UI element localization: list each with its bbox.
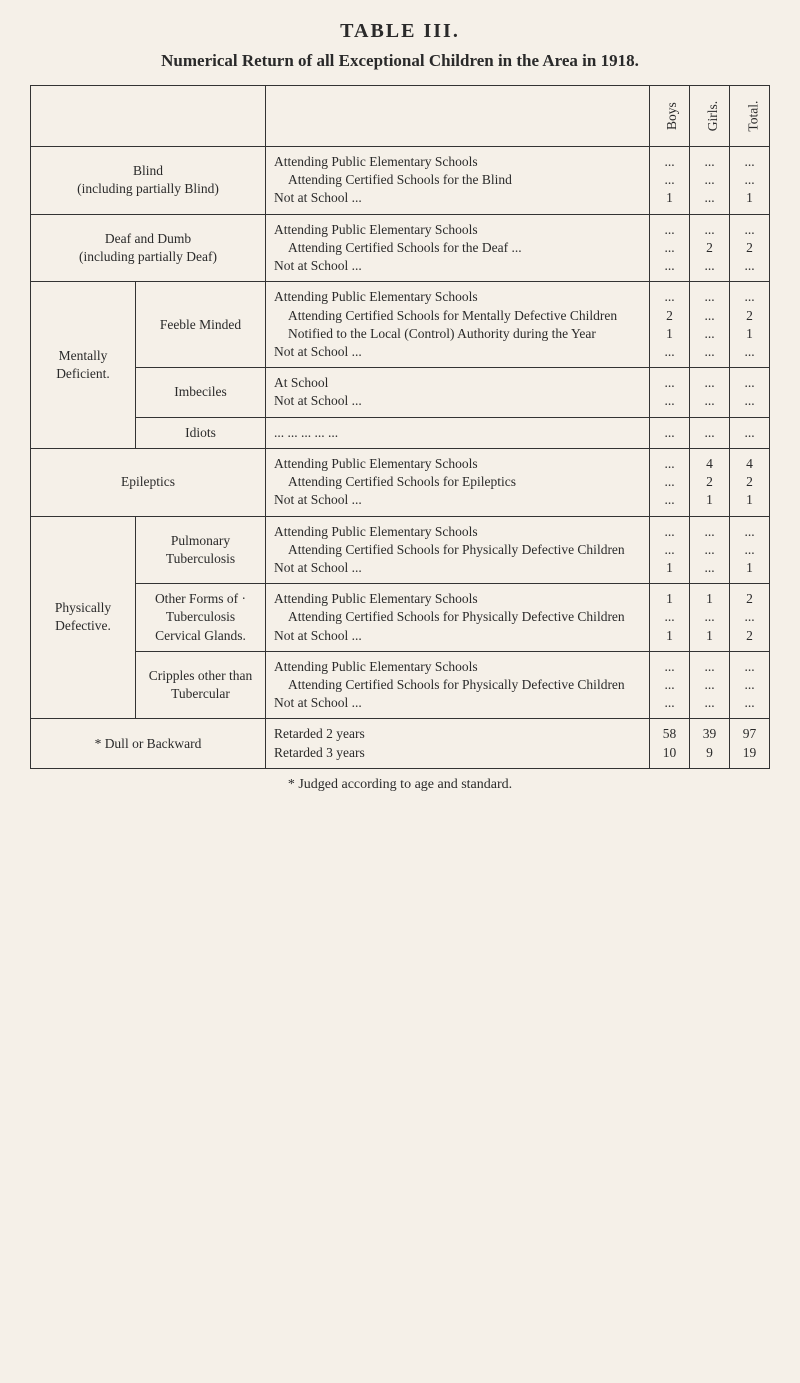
cell-girls: ...2... [690, 214, 730, 282]
row-other-tb: Other Forms of · Tuberculosis Cervical G… [31, 584, 770, 652]
col-header-boys: Boys [650, 86, 690, 147]
cell-boys: 5810 [650, 719, 690, 768]
cell-total: 421 [730, 448, 770, 516]
table-subtitle: Numerical Return of all Exceptional Chil… [30, 51, 770, 71]
desc-other-tb: Attending Public Elementary Schools Atte… [266, 584, 650, 652]
row-idiots: Idiots ... ... ... ... ... ... ... ... [31, 417, 770, 448]
row-epileptics: Epileptics Attending Public Elementary S… [31, 448, 770, 516]
cat-mentally-main: Mentally Deficient. [31, 282, 136, 449]
cell-total: 9719 [730, 719, 770, 768]
cell-boys: ...21... [650, 282, 690, 368]
cell-total: ......1 [730, 516, 770, 584]
cell-total: ...21... [730, 282, 770, 368]
cell-girls: ...... [690, 368, 730, 417]
cell-boys: ......... [650, 448, 690, 516]
row-dull: * Dull or Backward Retarded 2 years Reta… [31, 719, 770, 768]
cat-pulmonary: Pulmonary Tuberculosis [136, 516, 266, 584]
desc-dull: Retarded 2 years Retarded 3 years [266, 719, 650, 768]
row-pulmonary: Physically Defective. Pulmonary Tubercul… [31, 516, 770, 584]
cell-total: 2...2 [730, 584, 770, 652]
cat-epileptics: Epileptics [31, 448, 266, 516]
cat-dull: * Dull or Backward [31, 719, 266, 768]
cat-cripples: Cripples other than Tubercular [136, 651, 266, 719]
col-header-total: Total. [730, 86, 770, 147]
cell-boys: ......... [650, 214, 690, 282]
desc-feeble: Attending Public Elementary Schools Atte… [266, 282, 650, 368]
cell-total: ...2... [730, 214, 770, 282]
cell-girls: ......... [690, 516, 730, 584]
cat-deaf: Deaf and Dumb (including partially Deaf) [31, 214, 266, 282]
desc-idiots: ... ... ... ... ... [266, 417, 650, 448]
row-feeble-minded: Mentally Deficient. Feeble Minded Attend… [31, 282, 770, 368]
cell-total: ... ... 1 [730, 147, 770, 215]
row-deaf: Deaf and Dumb (including partially Deaf)… [31, 214, 770, 282]
row-imbeciles: Imbeciles At School Not at School ... ..… [31, 368, 770, 417]
cell-boys: ... ... 1 [650, 147, 690, 215]
cell-girls: 421 [690, 448, 730, 516]
cat-feeble: Feeble Minded [136, 282, 266, 368]
desc-blind: Attending Public Elementary Schools Atte… [266, 147, 650, 215]
footnote: * Judged according to age and standard. [30, 777, 770, 793]
cat-imbeciles: Imbeciles [136, 368, 266, 417]
data-table: Boys Girls. Total. Blind (including part… [30, 85, 770, 769]
col-header-girls: Girls. [690, 86, 730, 147]
cell-girls: 1...1 [690, 584, 730, 652]
desc-deaf: Attending Public Elementary Schools Atte… [266, 214, 650, 282]
cat-physically-main: Physically Defective. [31, 516, 136, 719]
desc-pulmonary: Attending Public Elementary Schools Atte… [266, 516, 650, 584]
desc-imbeciles: At School Not at School ... [266, 368, 650, 417]
cat-blind: Blind (including partially Blind) [31, 147, 266, 215]
cell-girls: ......... [690, 651, 730, 719]
cat-other-tb: Other Forms of · Tuberculosis Cervical G… [136, 584, 266, 652]
desc-epileptics: Attending Public Elementary Schools Atte… [266, 448, 650, 516]
cat-idiots: Idiots [136, 417, 266, 448]
row-cripples: Cripples other than Tubercular Attending… [31, 651, 770, 719]
cell-total: ... [730, 417, 770, 448]
table-title: TABLE III. [30, 20, 770, 43]
cell-boys: ......1 [650, 516, 690, 584]
cell-boys: ......... [650, 651, 690, 719]
table-header-row: Boys Girls. Total. [31, 86, 770, 147]
cell-total: ......... [730, 651, 770, 719]
cell-girls: ... [690, 417, 730, 448]
cell-total: ...... [730, 368, 770, 417]
cell-boys: 1...1 [650, 584, 690, 652]
cell-boys: ... [650, 417, 690, 448]
cell-boys: ...... [650, 368, 690, 417]
cell-girls: ............ [690, 282, 730, 368]
desc-cripples: Attending Public Elementary Schools Atte… [266, 651, 650, 719]
cell-girls: ... ... ... [690, 147, 730, 215]
cell-girls: 399 [690, 719, 730, 768]
row-blind: Blind (including partially Blind) Attend… [31, 147, 770, 215]
